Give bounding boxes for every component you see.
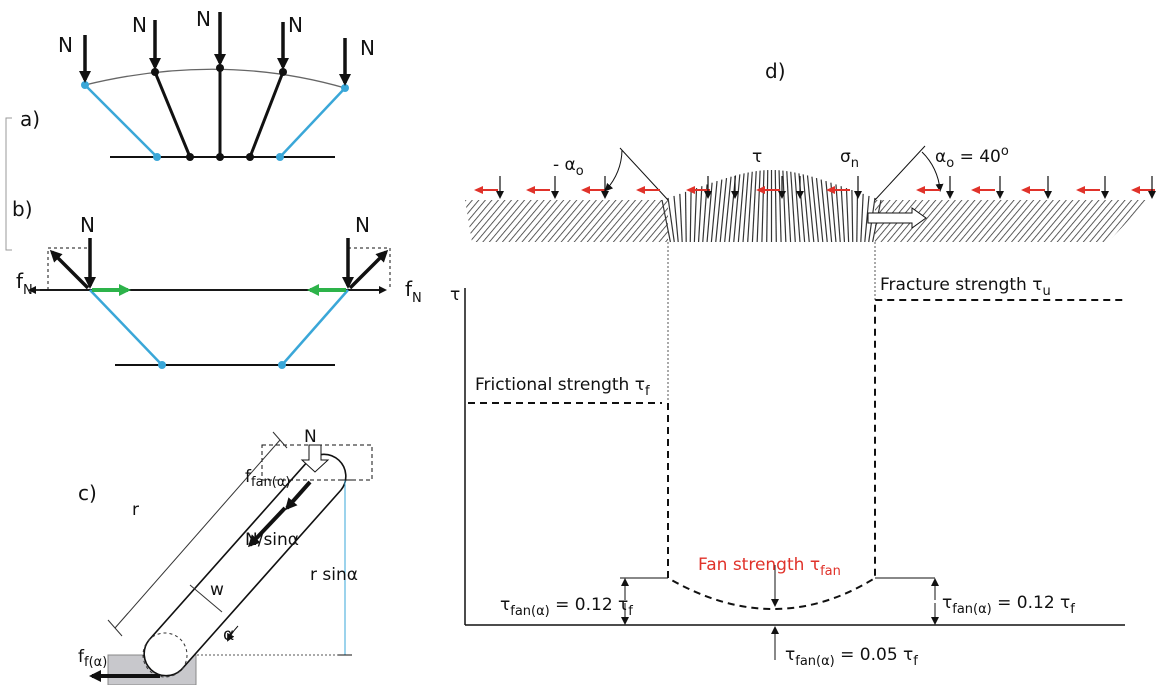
force-label: N [360, 36, 375, 60]
figure: N N N N N a) b) N N fN fN c) N ffan(α) N… [0, 0, 1161, 685]
force-label: N [355, 213, 370, 237]
decoration [841, 186, 844, 242]
subscript: N [23, 283, 33, 298]
subscript: f [645, 384, 650, 399]
base: τ [785, 645, 795, 665]
fan-label: Fan strength τfan [698, 555, 841, 579]
length-label: r [132, 500, 139, 520]
text: = 0.05 τ [835, 645, 914, 665]
fan-right-label: τfan(α) = 0.12 τf [942, 593, 1075, 617]
angle-label: αo = 40o [935, 144, 1009, 171]
shear-label: τ [752, 147, 762, 167]
fan-min-label: τfan(α) = 0.05 τf [785, 645, 918, 669]
text: = 0.12 τ [550, 595, 629, 615]
force-label: N [288, 13, 303, 37]
subscript: fan(α) [795, 654, 835, 669]
decoration [680, 194, 682, 242]
panel-label: d) [765, 59, 786, 83]
decoration [836, 184, 840, 242]
decoration [852, 190, 853, 242]
decoration [690, 190, 691, 242]
fracture-label: Fracture strength τu [880, 275, 1051, 299]
decoration [861, 194, 863, 242]
base-force-label: ff(α) [78, 647, 107, 670]
panel-b: b) N N fN fN [12, 197, 422, 369]
decoration [762, 170, 764, 242]
panel-label: b) [12, 197, 33, 221]
decoration [703, 184, 707, 242]
subscript: f(α) [84, 655, 107, 670]
decoration [699, 186, 702, 242]
panel-label: a) [20, 107, 40, 131]
width-label: w [210, 580, 224, 600]
subscript: u [1042, 284, 1050, 299]
subscript: f [913, 654, 918, 669]
base: τ [500, 595, 510, 615]
base: τ [942, 593, 952, 613]
height-label: r sinα [310, 565, 358, 585]
panel-label: c) [78, 481, 97, 505]
fan-force-label: ffan(α) [245, 467, 291, 490]
decoration [831, 183, 836, 242]
friction-label: Frictional strength τf [475, 375, 650, 399]
angle-label: α [223, 625, 234, 645]
decoration [779, 170, 781, 242]
subscript: f [628, 604, 633, 619]
text: = 0.12 τ [992, 593, 1071, 613]
normal-stress-label: σn [840, 147, 859, 171]
fan-left-label: τfan(α) = 0.12 τf [500, 595, 633, 619]
subscript: fan(α) [952, 602, 992, 617]
decoration [752, 171, 756, 242]
subscript: n [851, 156, 859, 171]
text: = 40 [954, 147, 1001, 167]
decoration [846, 188, 848, 242]
decoration [686, 192, 687, 242]
subscript: o [576, 164, 584, 179]
subscript: f [1070, 602, 1075, 617]
subscript: fan(α) [251, 475, 291, 490]
force-label: N [132, 13, 147, 37]
decoration [783, 171, 786, 242]
friction-label: fN [405, 277, 422, 306]
decoration [787, 171, 791, 242]
angle-label: - αo [553, 155, 584, 179]
decoration [674, 196, 678, 242]
decoration [694, 188, 696, 242]
base: Frictional strength τ [475, 375, 645, 395]
friction-label: fN [16, 269, 33, 298]
decoration [857, 192, 858, 242]
normal-component-label: N/sinα [245, 530, 299, 550]
force-label: N [80, 213, 95, 237]
panel-c: c) N ffan(α) N/sinα r w r sinα α ff(α) [78, 427, 372, 685]
decoration [791, 172, 796, 242]
superscript: o [1001, 144, 1009, 159]
base: α [935, 147, 946, 167]
decoration [748, 172, 753, 242]
base: σ [840, 147, 851, 167]
base: - α [553, 155, 576, 175]
force-label: N [58, 33, 73, 57]
base: Fan strength τ [698, 555, 820, 575]
decoration [757, 171, 760, 242]
base: Fracture strength τ [880, 275, 1042, 295]
subscript: fan(α) [510, 604, 550, 619]
decoration [775, 170, 776, 242]
force-label: N [196, 7, 211, 31]
decoration [767, 170, 768, 242]
subscript: N [412, 291, 422, 306]
subscript: o [946, 156, 954, 171]
force-label: N [304, 427, 317, 447]
subscript: fan [820, 564, 841, 579]
panel-d: d) - αo τ σn αo = 40o τ Fracture strengt… [450, 59, 1155, 669]
axis-label: τ [450, 285, 460, 305]
panel-a: N N N N N a) [6, 7, 375, 250]
